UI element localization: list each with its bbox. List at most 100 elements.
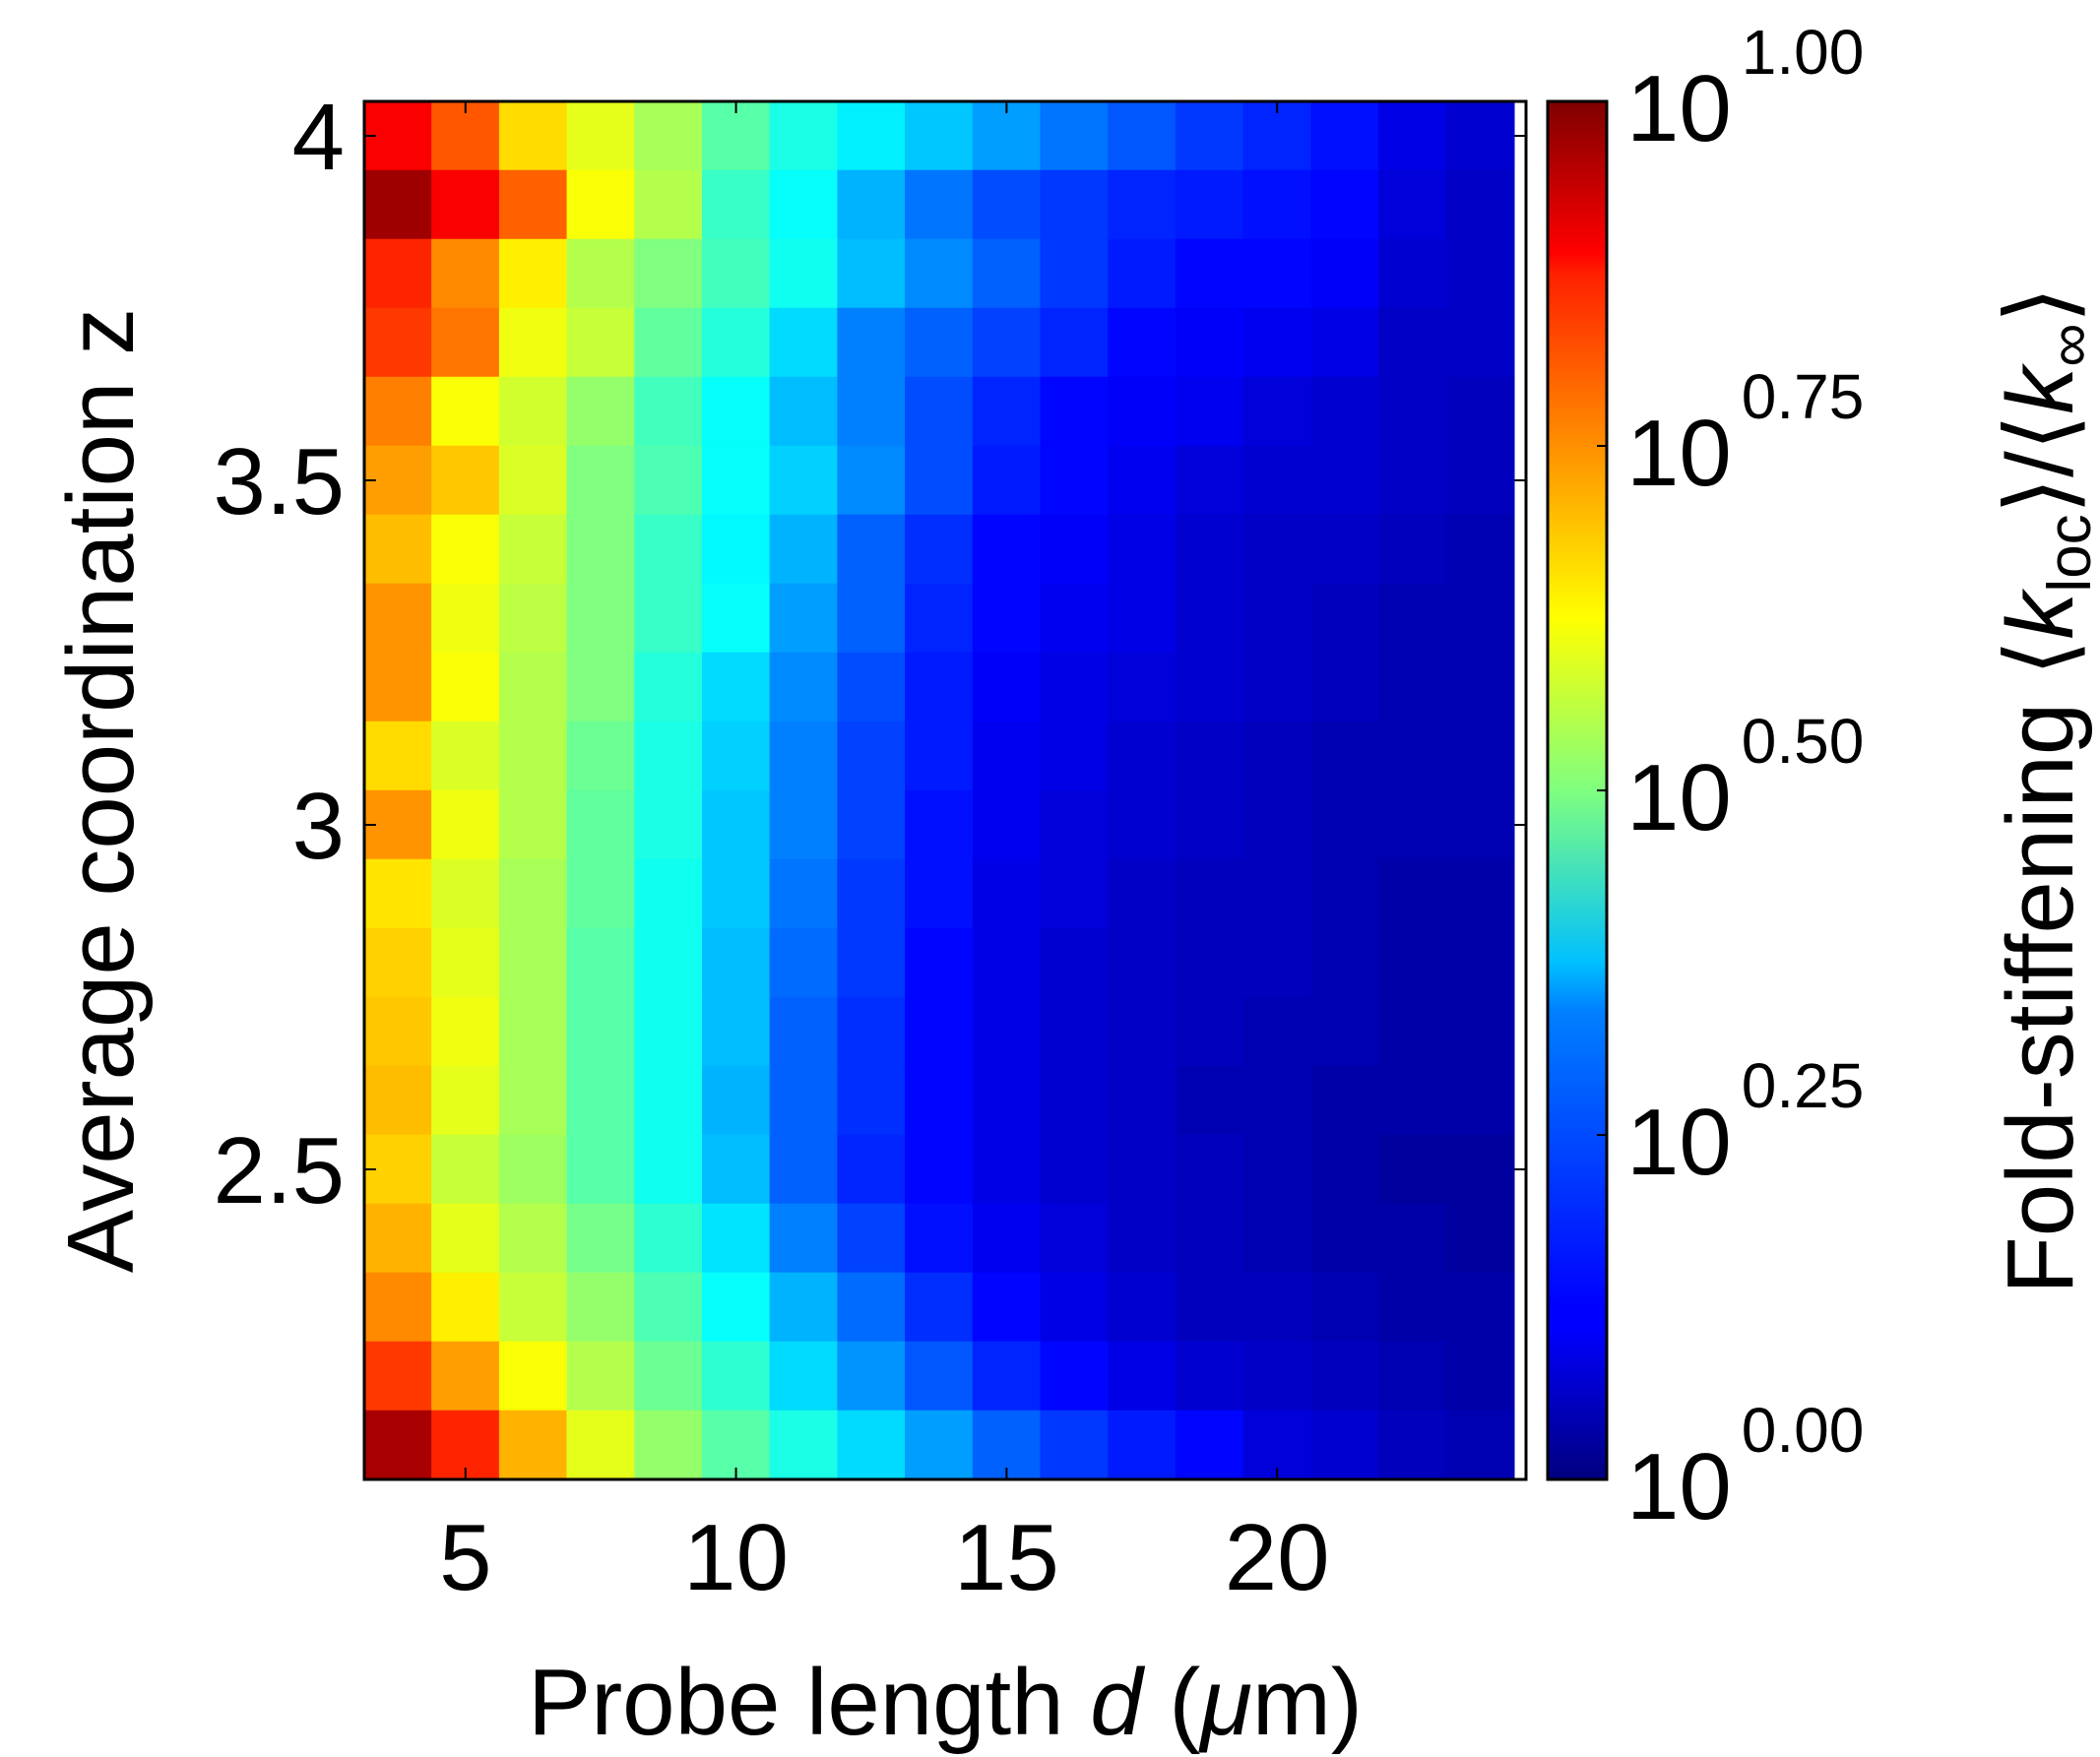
heatmap-cell — [905, 996, 974, 1067]
heatmap-cell — [769, 307, 839, 378]
heatmap-cell — [566, 1065, 636, 1136]
heatmap-cell — [769, 1341, 839, 1412]
heatmap-cell — [1175, 445, 1244, 516]
heatmap-cell — [498, 927, 568, 998]
colorbar-tick-base: 10 — [1626, 401, 1732, 506]
heatmap-cell — [634, 652, 704, 722]
y-axis-ticks: 4 3.5 3 2.5 — [214, 85, 1526, 1224]
heatmap-cell — [1175, 996, 1244, 1067]
heatmap-cell — [363, 927, 433, 998]
heatmap-cell — [634, 1065, 704, 1136]
colorbar-tick-exponent: 0.00 — [1742, 1395, 1865, 1466]
heatmap-cell — [1377, 927, 1447, 998]
heatmap-cell — [769, 1203, 839, 1274]
heatmap-cell — [905, 1203, 974, 1274]
heatmap-cell — [1175, 927, 1244, 998]
heatmap-cell — [1108, 652, 1177, 722]
heatmap-cell — [566, 652, 636, 722]
heatmap-cell — [1040, 1410, 1110, 1480]
heatmap-cell — [1040, 652, 1110, 722]
heatmap-cell — [1445, 583, 1515, 654]
heatmap-cell — [498, 1203, 568, 1274]
heatmap-cell — [1310, 376, 1380, 447]
heatmap-cell — [701, 1272, 771, 1343]
heatmap-cell — [837, 1134, 907, 1205]
heatmap-cell — [905, 583, 974, 654]
heatmap-cell — [972, 927, 1042, 998]
colorbar-tick-label: 100.50 — [1626, 706, 1864, 850]
heatmap-cell — [905, 307, 974, 378]
x-tick-label: 20 — [1225, 1505, 1330, 1610]
heatmap-cell — [431, 238, 500, 309]
heatmap-cell — [1040, 583, 1110, 654]
heatmap-cell — [1108, 100, 1177, 171]
heatmap-cell — [1175, 858, 1244, 929]
y-tick-label: 2.5 — [214, 1118, 345, 1224]
heatmap-cell — [905, 1341, 974, 1412]
heatmap-cell — [972, 514, 1042, 585]
heatmap-cell — [566, 169, 636, 240]
heatmap-cell — [905, 1134, 974, 1205]
heatmap-cell — [634, 1410, 704, 1480]
heatmap-cell — [1445, 1272, 1515, 1343]
x-axis-title-unit: m) — [1252, 1650, 1363, 1755]
colorbar-tick-label: 101.00 — [1626, 17, 1864, 161]
heatmap-cell — [769, 169, 839, 240]
heatmap-cell — [837, 169, 907, 240]
x-axis-title: Probe length d (μm) — [528, 1650, 1363, 1755]
heatmap-cell — [431, 445, 500, 516]
heatmap-cell — [701, 1065, 771, 1136]
heatmap-cell — [837, 927, 907, 998]
heatmap-cell — [769, 858, 839, 929]
heatmap-cell — [1445, 1203, 1515, 1274]
heatmap-cell — [1175, 376, 1244, 447]
heatmap-cell — [1040, 789, 1110, 860]
heatmap-cell — [634, 169, 704, 240]
heatmap-cell — [566, 858, 636, 929]
heatmap-cell — [1175, 721, 1244, 791]
heatmap-cell — [431, 1272, 500, 1343]
heatmap-cell — [1040, 238, 1110, 309]
heatmap-cell — [769, 789, 839, 860]
heatmap-cell — [972, 858, 1042, 929]
heatmap-cell — [1377, 514, 1447, 585]
colorbar-title: Fold-stiffening ⟨kloc⟩/⟨k∞⟩ — [1988, 286, 2100, 1294]
x-axis-title-mu: μ — [1197, 1650, 1252, 1755]
heatmap-cell — [1445, 445, 1515, 516]
heatmap-cell — [905, 1272, 974, 1343]
heatmap-cell — [1242, 1134, 1312, 1205]
colorbar-title-k1: k — [1988, 588, 2093, 640]
y-tick-label: 4 — [292, 85, 345, 190]
heatmap-cell — [1445, 1341, 1515, 1412]
heatmap-cell — [1445, 789, 1515, 860]
heatmap-cell — [972, 1134, 1042, 1205]
heatmap-cell — [1040, 514, 1110, 585]
heatmap-cells — [363, 100, 1515, 1480]
heatmap-cell — [1175, 1134, 1244, 1205]
heatmap-cell — [431, 652, 500, 722]
heatmap-cell — [431, 376, 500, 447]
heatmap-cell — [498, 721, 568, 791]
heatmap-cell — [1242, 307, 1312, 378]
heatmap-cell — [1242, 1272, 1312, 1343]
heatmap-cell — [498, 1410, 568, 1480]
heatmap-cell — [701, 1134, 771, 1205]
heatmap-cell — [1108, 445, 1177, 516]
heatmap-cell — [769, 652, 839, 722]
heatmap-cell — [1310, 100, 1380, 171]
y-tick-label: 3 — [292, 774, 345, 879]
heatmap-cell — [972, 721, 1042, 791]
heatmap-cell — [1040, 996, 1110, 1067]
heatmap-cell — [905, 652, 974, 722]
heatmap-cell — [769, 583, 839, 654]
heatmap-cell — [634, 514, 704, 585]
heatmap-cell — [1242, 721, 1312, 791]
heatmap-cell — [634, 1341, 704, 1412]
heatmap-cell — [972, 1341, 1042, 1412]
colorbar-title-sub1: loc — [2036, 514, 2100, 592]
colorbar-tick-base: 10 — [1626, 745, 1732, 850]
heatmap-cell — [1242, 238, 1312, 309]
heatmap-cell — [634, 445, 704, 516]
heatmap-cell — [769, 1065, 839, 1136]
y-tick-label: 3.5 — [214, 429, 345, 534]
